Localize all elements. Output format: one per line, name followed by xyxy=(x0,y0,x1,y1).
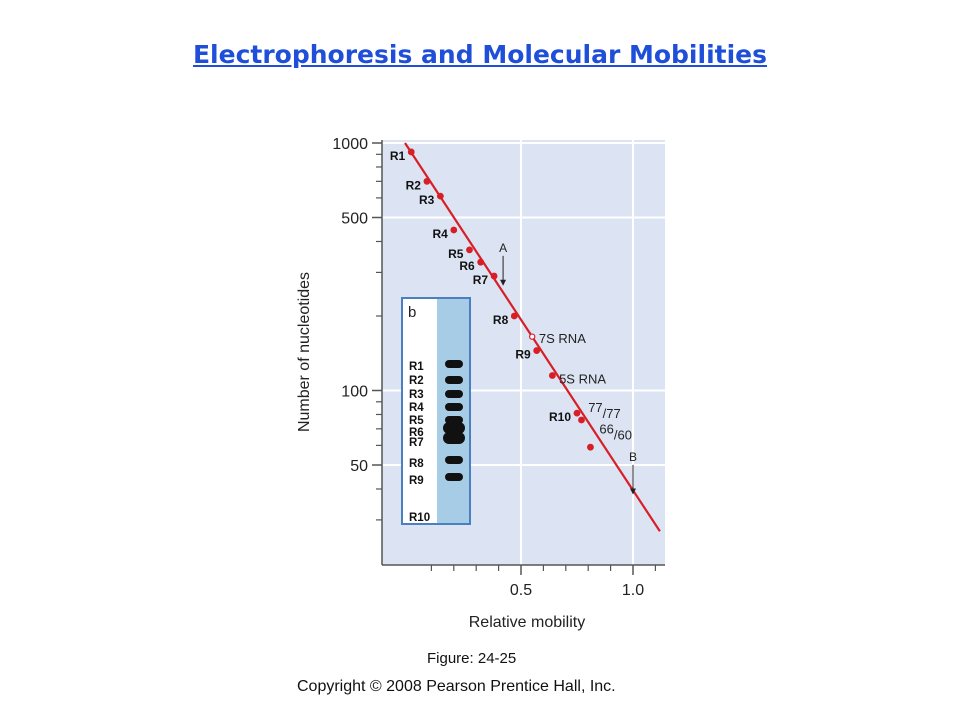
data-point xyxy=(423,177,431,185)
arrow-b-label: B xyxy=(629,450,637,464)
slide-title[interactable]: Electrophoresis and Molecular Mobilities xyxy=(192,40,767,69)
data-point xyxy=(407,148,415,156)
gel-band xyxy=(445,376,463,384)
point-label: R1 xyxy=(390,149,406,163)
inset-panel-label: b xyxy=(408,304,416,321)
data-point xyxy=(548,372,556,379)
data-point xyxy=(510,312,518,320)
point-label: R4 xyxy=(432,227,448,241)
arrow-a-label: A xyxy=(499,241,507,255)
point-label: R3 xyxy=(419,193,435,207)
data-point xyxy=(466,246,473,254)
point-label: R10 xyxy=(549,410,571,424)
x-tick-label: 0.5 xyxy=(510,582,532,599)
lane-label: R2 xyxy=(409,375,424,387)
y-tick-label: 500 xyxy=(341,211,368,228)
lane-label: R4 xyxy=(409,402,424,414)
point-label: R7 xyxy=(473,273,489,287)
lane-label: R6 xyxy=(409,427,424,439)
lane-label: R5 xyxy=(409,415,424,427)
y-tick-label: 1000 xyxy=(332,136,368,153)
y-axis-title: Number of nucleotides xyxy=(296,272,313,432)
y-tick-label: 50 xyxy=(350,458,368,475)
arrow-a-head xyxy=(500,279,507,286)
point-label: R9 xyxy=(515,348,531,362)
frac-66: 66/60 xyxy=(599,422,632,443)
gel-band xyxy=(445,390,463,398)
data-point xyxy=(436,192,444,200)
arrow-b-head xyxy=(630,488,636,495)
data-point xyxy=(490,272,498,280)
lane-label: R1 xyxy=(409,361,424,373)
point-label: R8 xyxy=(493,313,509,327)
label-5s: 5S RNA xyxy=(559,371,606,386)
lane-label: R3 xyxy=(409,389,424,401)
frac-77: 77/77 xyxy=(588,400,621,421)
data-point xyxy=(477,258,485,266)
gel-band xyxy=(443,422,465,434)
gel-band xyxy=(443,432,465,444)
lane-label: R7 xyxy=(409,437,424,449)
gel-band xyxy=(445,360,463,368)
data-point xyxy=(578,416,585,424)
point-label: R2 xyxy=(406,178,422,192)
copyright-notice: Copyright © 2008 Pearson Prentice Hall, … xyxy=(297,678,616,695)
figure-caption: Figure: 24-25 xyxy=(427,650,517,667)
data-point xyxy=(573,409,581,417)
data-point xyxy=(450,226,458,234)
x-tick-label: 1.0 xyxy=(622,582,644,599)
point-label: R5 xyxy=(448,247,464,261)
y-tick-label: 100 xyxy=(341,383,368,400)
gel-band xyxy=(445,456,463,464)
gel-band xyxy=(445,403,463,411)
gel-band xyxy=(445,473,463,481)
x-axis-title: Relative mobility xyxy=(469,614,585,631)
lane-label: R9 xyxy=(409,475,424,487)
data-point xyxy=(533,347,541,354)
data-point xyxy=(587,443,594,451)
data-point-open xyxy=(529,333,536,340)
point-label: R6 xyxy=(459,259,475,273)
lane-label: R8 xyxy=(409,458,424,470)
lane-label: R10 xyxy=(409,512,430,524)
label-7s: 7S RNA xyxy=(539,331,586,346)
